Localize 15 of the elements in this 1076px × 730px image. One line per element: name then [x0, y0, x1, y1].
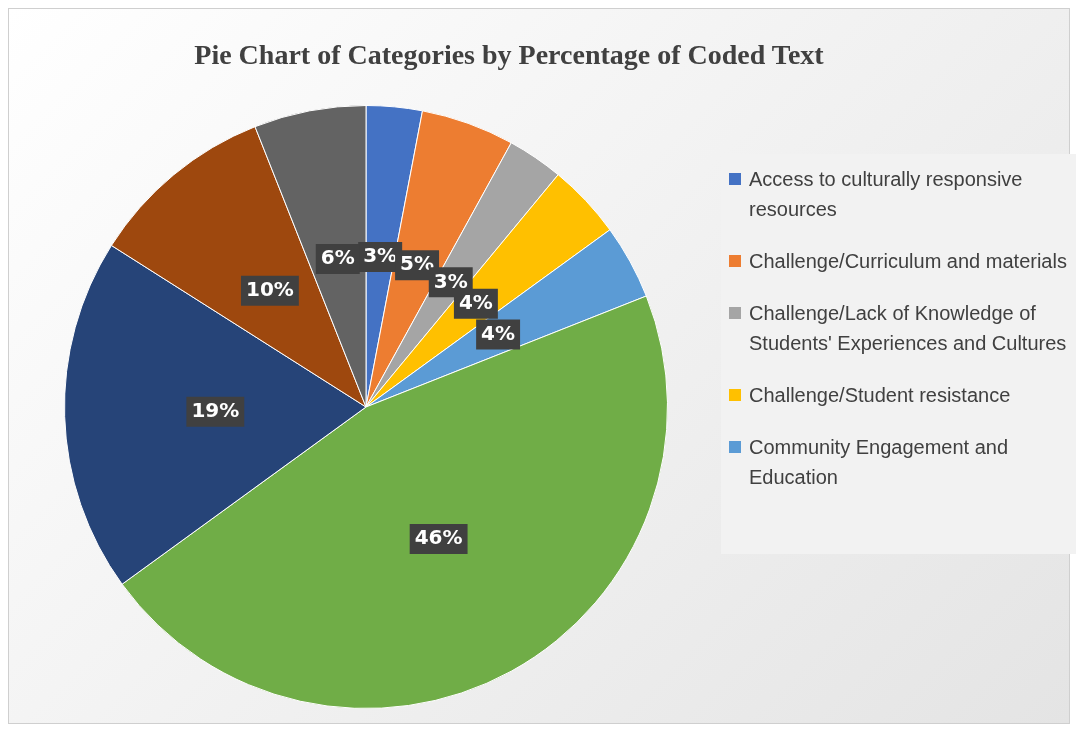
chart-title: Pie Chart of Categories by Percentage of Coded Text	[193, 39, 825, 71]
data-label: 19%	[191, 397, 240, 422]
data-label: 3%	[363, 243, 398, 268]
data-label: 5%	[400, 251, 435, 276]
legend-label: Community Engagement and Education	[749, 435, 1010, 490]
legend-label: Challenge/Student resistance	[749, 383, 1011, 408]
legend-label: Challenge/Curriculum and materials	[749, 249, 1067, 274]
data-label: 6%	[320, 245, 355, 270]
data-label: 10%	[245, 277, 294, 302]
legend-label: Challenge/Lack of Knowledge of Students' Experiences and Cultures	[749, 301, 1068, 356]
data-label: 4%	[458, 290, 493, 315]
data-label: 46%	[414, 525, 463, 550]
data-label: 4%	[481, 320, 516, 345]
legend-label: Access to culturally responsive resources	[749, 167, 1024, 222]
data-label: 3%	[433, 268, 468, 293]
